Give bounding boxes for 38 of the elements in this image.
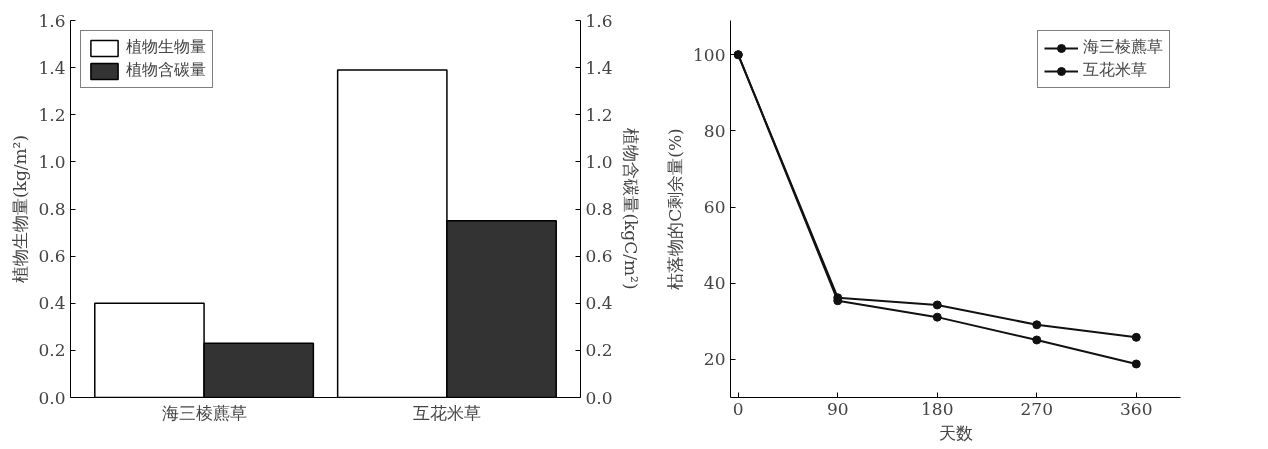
- x-axis-title: 天数: [938, 422, 973, 443]
- y-tick-label: 0.8: [38, 199, 66, 219]
- legend-label: 植物生物量: [126, 37, 206, 58]
- y2-axis-title: 植物含碳量(kgC/m²): [620, 128, 641, 290]
- x-tick-label: 海三棱藨草: [161, 402, 247, 423]
- y-tick-label: 0.0: [38, 387, 66, 408]
- y2-tick-label: 0.2: [585, 340, 613, 361]
- x-tick-label: 180: [921, 398, 954, 419]
- y2-tick-label: 0.0: [585, 387, 613, 408]
- y2-tick-label: 0.8: [585, 199, 613, 219]
- x-tick-label: 360: [1120, 398, 1153, 419]
- y-tick-label: 1.6: [38, 10, 66, 31]
- x-tick-label: 90: [826, 398, 849, 419]
- y-tick-label: 0.4: [38, 293, 66, 314]
- y-axis-title: 枯落物的C剩余量(%): [665, 128, 686, 290]
- y-tick-label: 0.6: [38, 246, 66, 267]
- y-tick-label: 20: [703, 349, 726, 370]
- y-tick-label: 1.4: [38, 57, 66, 78]
- y2-tick-label: 0.6: [585, 246, 613, 267]
- y-tick-label: 80: [703, 120, 726, 141]
- legend-label: 互花米草: [1083, 60, 1147, 81]
- legend-label: 植物含碳量: [126, 60, 206, 81]
- y2-tick-label: 1.2: [585, 104, 613, 125]
- y2-tick-label: 1.4: [585, 57, 613, 78]
- x-tick-label: 0: [732, 398, 744, 419]
- y2-tick-label: 1.0: [585, 151, 613, 172]
- y2-tick-label: 1.6: [585, 10, 613, 31]
- y-tick-label: 1.0: [38, 151, 66, 172]
- y-tick-label: 0.2: [38, 340, 66, 361]
- legend-label: 海三棱藨草: [1083, 37, 1163, 58]
- y-tick-label: 60: [703, 197, 726, 218]
- y-tick-label: 1.2: [38, 104, 66, 125]
- y-axis-title: 植物生物量(kg/m²): [10, 134, 31, 284]
- y2-tick-label: 0.4: [585, 293, 613, 314]
- x-tick-label: 270: [1020, 398, 1053, 419]
- y-tick-label: 100: [693, 44, 726, 65]
- y-tick-label: 40: [703, 273, 726, 294]
- x-tick-label: 互花米草: [412, 402, 481, 423]
